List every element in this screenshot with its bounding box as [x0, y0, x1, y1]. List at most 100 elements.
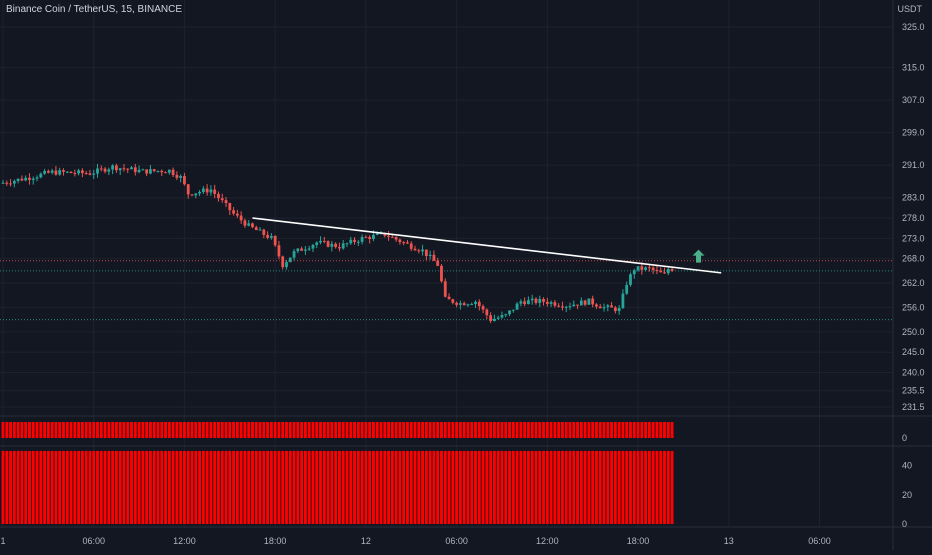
candle-body[interactable] — [69, 171, 73, 173]
candle-body[interactable] — [364, 236, 368, 238]
candle-body[interactable] — [334, 243, 338, 248]
candle-body[interactable] — [243, 220, 247, 226]
candle-body[interactable] — [655, 269, 659, 271]
candle-body[interactable] — [130, 167, 133, 170]
candle-body[interactable] — [402, 242, 406, 244]
candle-body[interactable] — [288, 257, 292, 263]
candle-body[interactable] — [598, 306, 602, 309]
candle-body[interactable] — [338, 247, 341, 249]
candle-body[interactable] — [80, 170, 84, 174]
candle-body[interactable] — [500, 314, 504, 318]
candle-body[interactable] — [647, 267, 651, 269]
candle-body[interactable] — [156, 170, 160, 172]
candle-body[interactable] — [292, 251, 296, 258]
candle-body[interactable] — [489, 315, 493, 322]
candle-body[interactable] — [137, 169, 141, 173]
candle-body[interactable] — [228, 203, 232, 211]
candle-body[interactable] — [171, 169, 175, 175]
candle-body[interactable] — [262, 229, 266, 235]
candle-body[interactable] — [485, 309, 489, 316]
candle-body[interactable] — [409, 243, 413, 249]
candle-body[interactable] — [549, 302, 553, 304]
candle-body[interactable] — [387, 235, 390, 237]
candle-body[interactable] — [511, 309, 515, 311]
candle-body[interactable] — [542, 299, 545, 302]
candle-body[interactable] — [84, 173, 88, 175]
candle-body[interactable] — [28, 177, 31, 180]
candle-body[interactable] — [194, 193, 198, 196]
candle-body[interactable] — [496, 317, 500, 319]
candle-body[interactable] — [458, 303, 462, 305]
candle-body[interactable] — [390, 236, 394, 238]
candle-body[interactable] — [152, 169, 156, 171]
candle-body[interactable] — [356, 241, 360, 243]
candle-body[interactable] — [406, 242, 409, 244]
candle-body[interactable] — [39, 173, 43, 178]
candle-body[interactable] — [5, 182, 9, 184]
candle-body[interactable] — [583, 300, 587, 305]
candle-body[interactable] — [103, 168, 107, 172]
candle-body[interactable] — [92, 173, 96, 175]
candle-body[interactable] — [360, 236, 364, 242]
candle-body[interactable] — [345, 243, 349, 245]
candle-body[interactable] — [88, 173, 92, 175]
candle-body[interactable] — [35, 177, 39, 179]
candle-body[interactable] — [133, 167, 137, 173]
candle-body[interactable] — [213, 189, 217, 194]
candle-body[interactable] — [421, 249, 424, 252]
candle-body[interactable] — [209, 189, 213, 193]
candle-body[interactable] — [436, 260, 440, 266]
candle-body[interactable] — [304, 249, 307, 251]
candle-body[interactable] — [508, 310, 511, 315]
candle-body[interactable] — [417, 250, 421, 252]
candle-body[interactable] — [311, 244, 315, 249]
candle-body[interactable] — [666, 268, 670, 274]
candle-body[interactable] — [201, 188, 205, 192]
candle-body[interactable] — [186, 184, 190, 195]
candle-body[interactable] — [179, 176, 183, 178]
candle-body[interactable] — [307, 248, 311, 250]
candle-body[interactable] — [326, 241, 330, 247]
candle-body[interactable] — [296, 248, 300, 252]
candle-body[interactable] — [12, 180, 16, 184]
candle-body[interactable] — [568, 306, 572, 308]
candle-body[interactable] — [640, 266, 644, 270]
candle-body[interactable] — [413, 248, 417, 251]
candle-body[interactable] — [31, 178, 35, 180]
candle-body[interactable] — [319, 240, 322, 243]
candle-body[interactable] — [111, 165, 115, 170]
candle-body[interactable] — [118, 168, 122, 171]
candle-body[interactable] — [9, 183, 12, 185]
candle-body[interactable] — [183, 176, 186, 185]
candle-body[interactable] — [527, 300, 530, 305]
candle-body[interactable] — [217, 193, 220, 199]
candle-body[interactable] — [205, 188, 209, 193]
candle-body[interactable] — [322, 240, 326, 242]
candle-body[interactable] — [530, 298, 534, 301]
candle-body[interactable] — [115, 165, 118, 171]
candle-body[interactable] — [561, 306, 564, 308]
candle-body[interactable] — [1, 182, 5, 184]
candle-body[interactable] — [277, 245, 281, 257]
candle-body[interactable] — [58, 170, 62, 175]
candle-body[interactable] — [141, 169, 145, 171]
candle-body[interactable] — [149, 169, 152, 174]
candle-body[interactable] — [538, 299, 542, 303]
candle-body[interactable] — [341, 243, 345, 249]
candle-body[interactable] — [670, 268, 674, 271]
candle-body[interactable] — [145, 169, 149, 174]
candle-body[interactable] — [107, 169, 111, 172]
candle-body[interactable] — [235, 213, 239, 216]
candle-body[interactable] — [54, 170, 58, 175]
candle-body[interactable] — [247, 223, 251, 226]
candle-body[interactable] — [651, 267, 655, 270]
candle-body[interactable] — [315, 242, 319, 245]
candle-body[interactable] — [300, 248, 304, 251]
candle-body[interactable] — [269, 236, 273, 238]
candle-body[interactable] — [258, 229, 262, 231]
candle-body[interactable] — [455, 302, 458, 305]
candle-body[interactable] — [375, 233, 379, 235]
candle-body[interactable] — [394, 237, 398, 240]
candle-body[interactable] — [443, 281, 447, 297]
